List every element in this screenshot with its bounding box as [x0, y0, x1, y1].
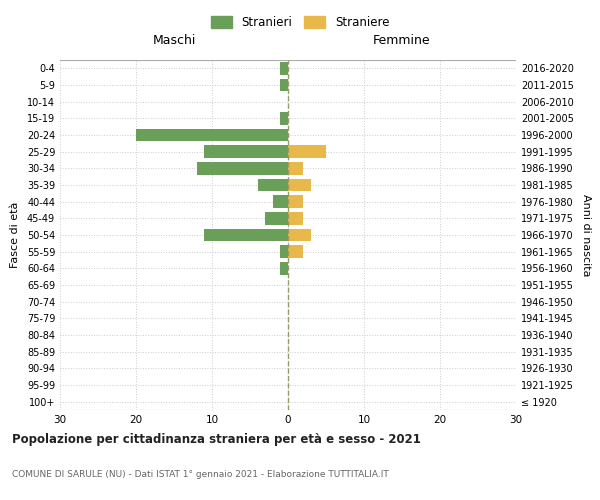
Y-axis label: Fasce di età: Fasce di età [10, 202, 20, 268]
Bar [288, 229, 311, 241]
Y-axis label: Anni di nascita: Anni di nascita [581, 194, 590, 276]
Text: Femmine: Femmine [373, 34, 431, 46]
Bar [288, 179, 311, 192]
Text: Popolazione per cittadinanza straniera per età e sesso - 2021: Popolazione per cittadinanza straniera p… [12, 432, 421, 446]
Bar [280, 79, 288, 92]
Bar [205, 146, 288, 158]
Bar [288, 162, 303, 174]
Bar [288, 196, 303, 208]
Bar [288, 146, 326, 158]
Bar [280, 262, 288, 274]
Bar [280, 112, 288, 124]
Text: COMUNE DI SARULE (NU) - Dati ISTAT 1° gennaio 2021 - Elaborazione TUTTITALIA.IT: COMUNE DI SARULE (NU) - Dati ISTAT 1° ge… [12, 470, 389, 479]
Bar [136, 129, 288, 141]
Bar [280, 246, 288, 258]
Bar [288, 246, 303, 258]
Legend: Stranieri, Straniere: Stranieri, Straniere [206, 11, 394, 34]
Text: Maschi: Maschi [152, 34, 196, 46]
Bar [205, 229, 288, 241]
Bar [288, 212, 303, 224]
Bar [273, 196, 288, 208]
Bar [265, 212, 288, 224]
Bar [197, 162, 288, 174]
Bar [280, 62, 288, 74]
Bar [257, 179, 288, 192]
